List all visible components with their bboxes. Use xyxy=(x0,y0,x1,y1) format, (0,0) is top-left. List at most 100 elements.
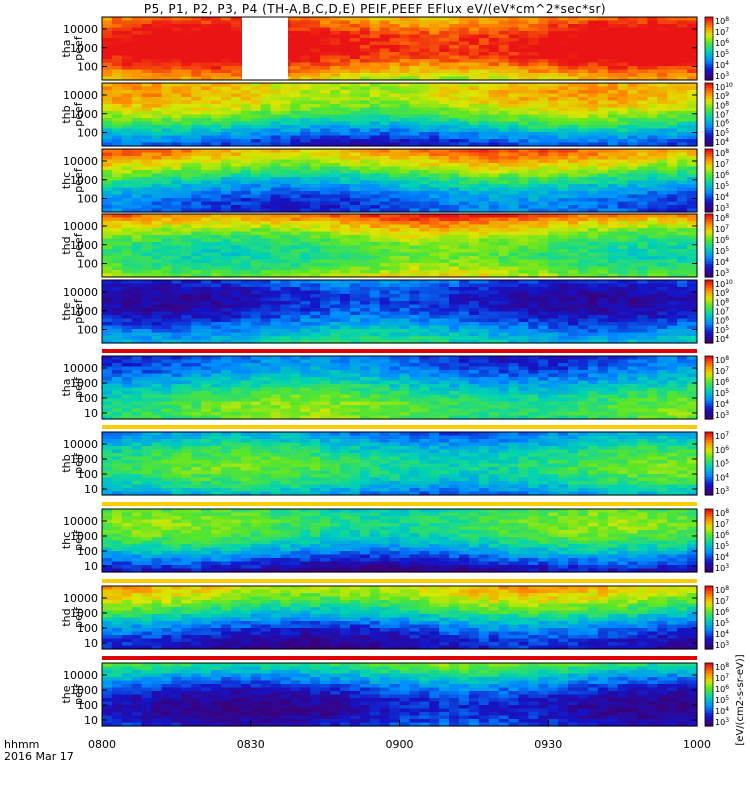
heatmap-cell xyxy=(191,35,202,39)
heatmap-cell xyxy=(568,156,579,160)
heatmap-cell xyxy=(201,49,212,53)
heatmap-cell xyxy=(330,153,341,157)
heatmap-cell xyxy=(419,136,430,140)
heatmap-cell xyxy=(211,28,222,32)
heatmap-cell xyxy=(271,232,282,236)
heatmap-cell xyxy=(439,97,450,101)
heatmap-cell xyxy=(310,184,321,188)
heatmap-cell xyxy=(638,149,649,153)
heatmap-cell xyxy=(201,42,212,46)
heatmap-cell xyxy=(360,336,371,340)
heatmap-cell xyxy=(588,160,599,164)
heatmap-cell xyxy=(300,256,311,260)
heatmap-cell xyxy=(509,225,520,229)
heatmap-cell xyxy=(261,104,272,108)
heatmap-cell xyxy=(221,122,232,126)
heatmap-cell xyxy=(380,329,391,333)
heatmap-cell xyxy=(568,132,579,136)
heatmap-cell xyxy=(667,31,678,35)
heatmap-cell xyxy=(152,225,163,229)
heatmap-cell xyxy=(330,312,341,316)
heatmap-cell xyxy=(221,291,232,295)
heatmap-cell xyxy=(360,322,371,326)
heatmap-cell xyxy=(509,42,520,46)
heatmap-cell xyxy=(241,287,252,291)
heatmap-cell xyxy=(191,87,202,91)
heatmap-cell xyxy=(102,122,113,126)
heatmap-cell xyxy=(132,284,143,288)
heatmap-cell xyxy=(608,122,619,126)
heatmap-cell xyxy=(657,56,668,60)
heatmap-cell xyxy=(261,149,272,153)
heatmap-cell xyxy=(459,174,470,178)
heatmap-cell xyxy=(528,181,539,185)
heatmap-cell xyxy=(231,56,242,60)
heatmap-cell xyxy=(330,225,341,229)
heatmap-cell xyxy=(568,184,579,188)
heatmap-cell xyxy=(162,153,173,157)
heatmap-cell xyxy=(439,17,450,21)
heatmap-cell xyxy=(171,319,182,323)
heatmap-cell xyxy=(340,253,351,257)
heatmap-cell xyxy=(598,115,609,119)
heatmap-cell xyxy=(300,263,311,267)
heatmap-cell xyxy=(231,149,242,153)
heatmap-cell xyxy=(519,49,530,53)
heatmap-cell xyxy=(290,298,301,302)
heatmap-cell xyxy=(271,181,282,185)
heatmap-cell xyxy=(171,17,182,21)
heatmap-cell xyxy=(112,125,123,129)
heatmap-cell xyxy=(469,195,480,199)
heatmap-cell xyxy=(191,242,202,246)
heatmap-cell xyxy=(558,202,569,206)
heatmap-cell xyxy=(152,63,163,67)
heatmap-cell xyxy=(201,308,212,312)
heatmap-cell xyxy=(360,163,371,167)
heatmap-cell xyxy=(489,125,500,129)
heatmap-cell xyxy=(499,260,510,264)
heatmap-cell xyxy=(400,87,411,91)
heatmap-cell xyxy=(618,21,629,25)
heatmap-cell xyxy=(171,256,182,260)
heatmap-cell xyxy=(112,205,123,209)
heatmap-cell xyxy=(112,170,123,174)
heatmap-cell xyxy=(142,308,153,312)
heatmap-cell xyxy=(211,326,222,330)
heatmap-cell xyxy=(499,49,510,53)
heatmap-cell xyxy=(112,228,123,232)
heatmap-cell xyxy=(638,87,649,91)
heatmap-cell xyxy=(499,153,510,157)
heatmap-cell xyxy=(271,260,282,264)
heatmap-cell xyxy=(142,284,153,288)
heatmap-cell xyxy=(628,59,639,63)
heatmap-cell xyxy=(647,122,658,126)
heatmap-cell xyxy=(538,256,549,260)
heatmap-cell xyxy=(519,129,530,133)
heatmap-cell xyxy=(439,163,450,167)
heatmap-cell xyxy=(132,308,143,312)
heatmap-cell xyxy=(608,118,619,122)
heatmap-cell xyxy=(261,191,272,195)
heatmap-cell xyxy=(241,218,252,222)
heatmap-cell xyxy=(459,160,470,164)
heatmap-cell xyxy=(489,108,500,112)
heatmap-cell xyxy=(102,305,113,309)
heatmap-cell xyxy=(290,129,301,133)
heatmap-cell xyxy=(122,336,133,340)
heatmap-cell xyxy=(340,239,351,243)
heatmap-cell xyxy=(618,267,629,271)
heatmap-cell xyxy=(370,70,381,74)
heatmap-cell xyxy=(231,108,242,112)
heatmap-cell xyxy=(201,319,212,323)
heatmap-cell xyxy=(380,188,391,192)
heatmap-cell xyxy=(459,195,470,199)
heatmap-cell xyxy=(201,263,212,267)
heatmap-cell xyxy=(578,24,589,28)
heatmap-cell xyxy=(330,218,341,222)
heatmap-cell xyxy=(300,202,311,206)
heatmap-cell xyxy=(231,129,242,133)
heatmap-cell xyxy=(102,104,113,108)
heatmap-cell xyxy=(677,38,688,42)
heatmap-cell xyxy=(102,235,113,239)
heatmap-cell xyxy=(519,66,530,70)
